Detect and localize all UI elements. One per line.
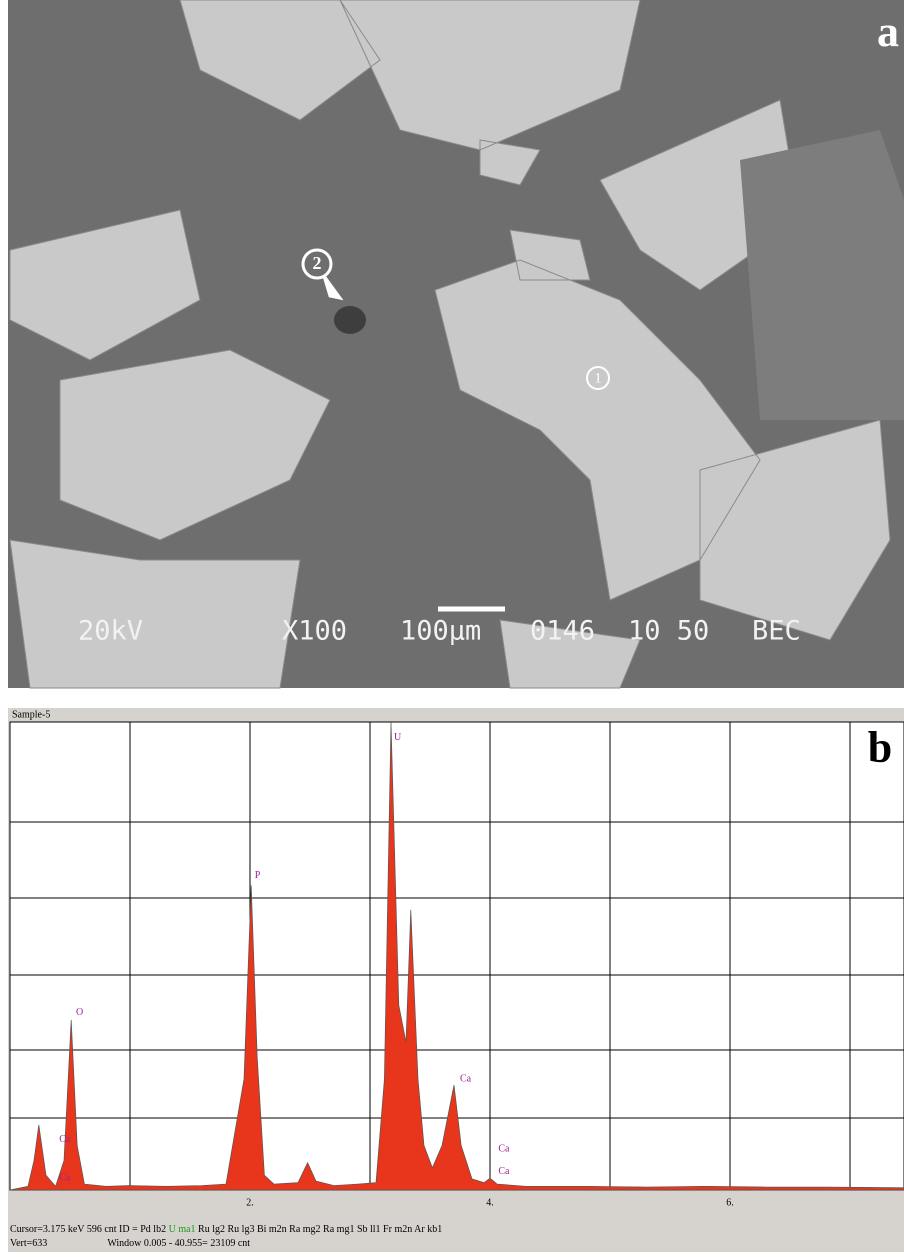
status-text: Ru lg2 Ru lg3 Bi m2n Ra mg2 Ra mg1 Sb ll… bbox=[196, 1224, 443, 1235]
figure: 1 2 a 20kV X100 100µm 0146 10 50 BEC Sample-5… bbox=[0, 0, 904, 1252]
panel-label: b bbox=[868, 723, 892, 772]
peak-label: Ca bbox=[59, 1172, 71, 1183]
peak-label: Ca bbox=[460, 1073, 472, 1084]
x-tick-label: 2. bbox=[246, 1197, 254, 1208]
matrix bbox=[740, 130, 904, 420]
peak-label: Ca bbox=[498, 1166, 510, 1177]
peak-label: Ca bbox=[498, 1144, 510, 1155]
caption-text: 10 50 bbox=[628, 616, 709, 647]
marker: 1 bbox=[594, 370, 602, 386]
status-text: U ma1 bbox=[169, 1224, 196, 1235]
status-text: Vert=633 bbox=[10, 1238, 47, 1249]
caption-text: 0146 bbox=[530, 616, 595, 647]
sem-image: 1 2 a 20kV X100 100µm 0146 10 50 BEC bbox=[8, 0, 904, 688]
caption-text: 100µm bbox=[400, 616, 481, 647]
x-tick-label: 6. bbox=[726, 1197, 734, 1208]
x-tick-label: 4. bbox=[486, 1197, 494, 1208]
caption-text: X100 bbox=[282, 616, 347, 647]
spectrum-panel: Sample-5 2. 4. 6. Ca Ca O P U Ca Ca Ca b bbox=[8, 708, 904, 1252]
status-line: Cursor=3.175 keV 596 cnt ID = Pd lb2 U m… bbox=[10, 1224, 442, 1235]
marker: 2 bbox=[313, 253, 322, 273]
status-text: Cursor=3.175 keV 596 cnt ID = Pd lb2 bbox=[10, 1224, 169, 1235]
caption-text: 20kV bbox=[78, 616, 143, 647]
peak-label: P bbox=[255, 870, 261, 881]
status-text: Window 0.005 - 40.955= 23109 cnt bbox=[107, 1238, 250, 1249]
dark-spot bbox=[334, 306, 366, 334]
caption-text: BEC bbox=[752, 616, 801, 647]
peak-label: Ca bbox=[59, 1134, 71, 1145]
peak-label: U bbox=[394, 732, 402, 743]
peak-label: O bbox=[76, 1007, 83, 1018]
status-line: Vert=633 Window 0.005 - 40.955= 23109 cnt bbox=[10, 1238, 250, 1249]
spectrum-title: Sample-5 bbox=[12, 709, 50, 720]
panel-label: a bbox=[877, 7, 899, 56]
